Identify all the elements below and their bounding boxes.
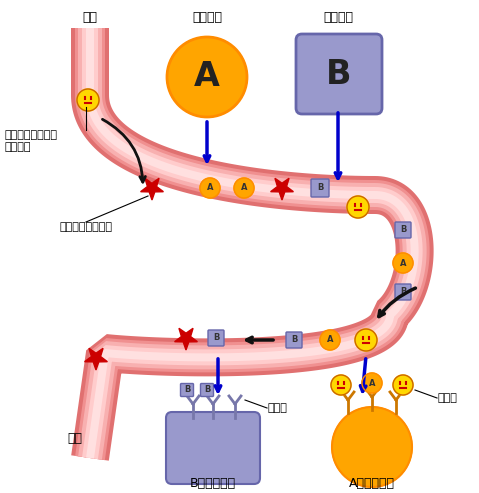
Text: 受容体: 受容体 [268, 403, 288, 413]
Polygon shape [78, 28, 427, 459]
Circle shape [320, 330, 340, 350]
Text: B: B [291, 336, 297, 345]
Text: A: A [241, 183, 247, 192]
FancyBboxPatch shape [286, 332, 302, 348]
Polygon shape [174, 328, 197, 350]
Text: B: B [184, 386, 190, 394]
Text: かく乱作用を持つ
化学物質: かく乱作用を持つ 化学物質 [5, 130, 58, 152]
Text: 血管: 血管 [82, 11, 98, 24]
FancyBboxPatch shape [201, 384, 214, 396]
Text: A: A [400, 258, 406, 268]
Text: 受容体: 受容体 [438, 393, 458, 403]
FancyBboxPatch shape [166, 412, 260, 484]
Text: Bの標的細脹: Bの標的細脹 [190, 477, 236, 490]
Text: 内分泌線: 内分泌線 [323, 11, 353, 24]
Circle shape [393, 375, 413, 395]
Text: B: B [400, 225, 406, 235]
Text: Aの標的細脹: Aの標的細脹 [349, 477, 395, 490]
Text: 血管: 血管 [68, 432, 82, 445]
Text: その他の化学物質: その他の化学物質 [60, 222, 113, 232]
FancyBboxPatch shape [208, 330, 224, 346]
Text: A: A [369, 379, 375, 387]
Text: B: B [326, 58, 352, 91]
Circle shape [393, 253, 413, 273]
Polygon shape [71, 28, 433, 460]
Circle shape [331, 375, 351, 395]
Circle shape [355, 329, 377, 351]
Text: 内分泌線: 内分泌線 [192, 11, 222, 24]
Polygon shape [271, 178, 294, 200]
Text: A: A [207, 183, 213, 192]
Circle shape [362, 373, 382, 393]
Text: B: B [317, 183, 323, 192]
FancyBboxPatch shape [311, 179, 329, 197]
Circle shape [200, 178, 220, 198]
Circle shape [234, 178, 254, 198]
Text: B: B [400, 287, 406, 296]
Circle shape [167, 37, 247, 117]
FancyBboxPatch shape [296, 34, 382, 114]
Polygon shape [141, 178, 163, 200]
Circle shape [347, 196, 369, 218]
Circle shape [332, 407, 412, 487]
FancyBboxPatch shape [395, 222, 411, 238]
Text: B: B [213, 333, 219, 343]
Polygon shape [85, 348, 107, 370]
Polygon shape [82, 28, 422, 459]
Text: A: A [194, 61, 220, 94]
Circle shape [77, 89, 99, 111]
FancyBboxPatch shape [395, 284, 411, 300]
FancyBboxPatch shape [181, 384, 194, 396]
Polygon shape [75, 28, 430, 460]
Polygon shape [86, 28, 419, 458]
Text: A: A [327, 336, 333, 345]
Text: B: B [204, 386, 210, 394]
